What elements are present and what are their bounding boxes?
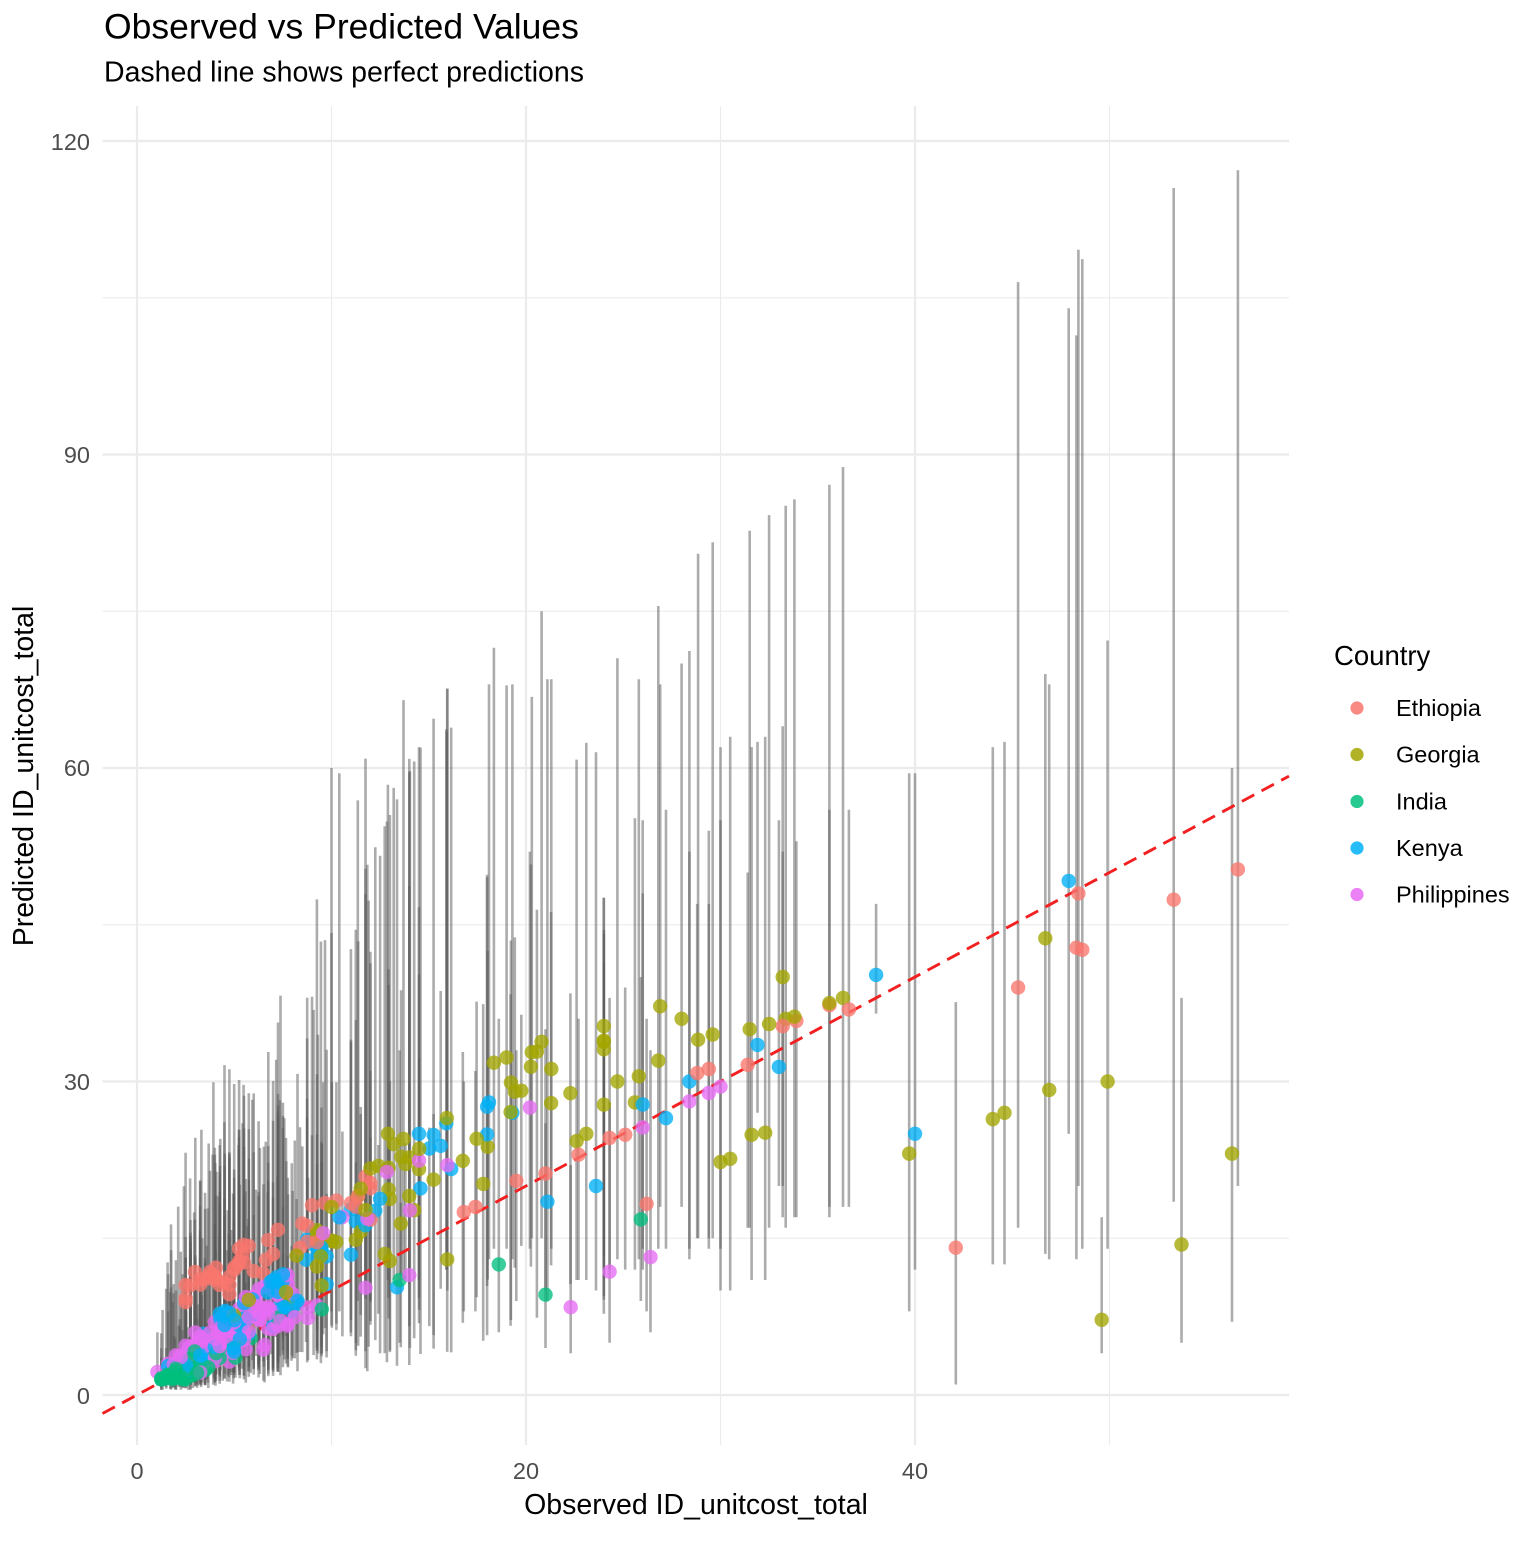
svg-text:Predicted ID_unitcost_total: Predicted ID_unitcost_total bbox=[8, 606, 40, 947]
svg-text:Georgia: Georgia bbox=[1396, 742, 1481, 768]
svg-text:India: India bbox=[1396, 789, 1448, 815]
svg-text:Dashed line shows perfect pred: Dashed line shows perfect predictions bbox=[104, 57, 584, 89]
svg-text:Kenya: Kenya bbox=[1396, 835, 1464, 861]
svg-text:Ethiopia: Ethiopia bbox=[1396, 695, 1482, 721]
svg-text:Observed ID_unitcost_total: Observed ID_unitcost_total bbox=[524, 1489, 868, 1521]
svg-text:30: 30 bbox=[64, 1069, 90, 1095]
svg-text:40: 40 bbox=[902, 1458, 928, 1484]
svg-text:Observed vs Predicted Values: Observed vs Predicted Values bbox=[104, 7, 579, 47]
svg-text:Philippines: Philippines bbox=[1396, 882, 1510, 908]
svg-text:120: 120 bbox=[51, 129, 90, 155]
svg-text:90: 90 bbox=[64, 442, 90, 468]
svg-text:0: 0 bbox=[77, 1383, 90, 1409]
svg-text:60: 60 bbox=[64, 755, 90, 781]
svg-text:Country: Country bbox=[1334, 640, 1431, 671]
svg-text:0: 0 bbox=[130, 1458, 143, 1484]
svg-text:20: 20 bbox=[513, 1458, 539, 1484]
